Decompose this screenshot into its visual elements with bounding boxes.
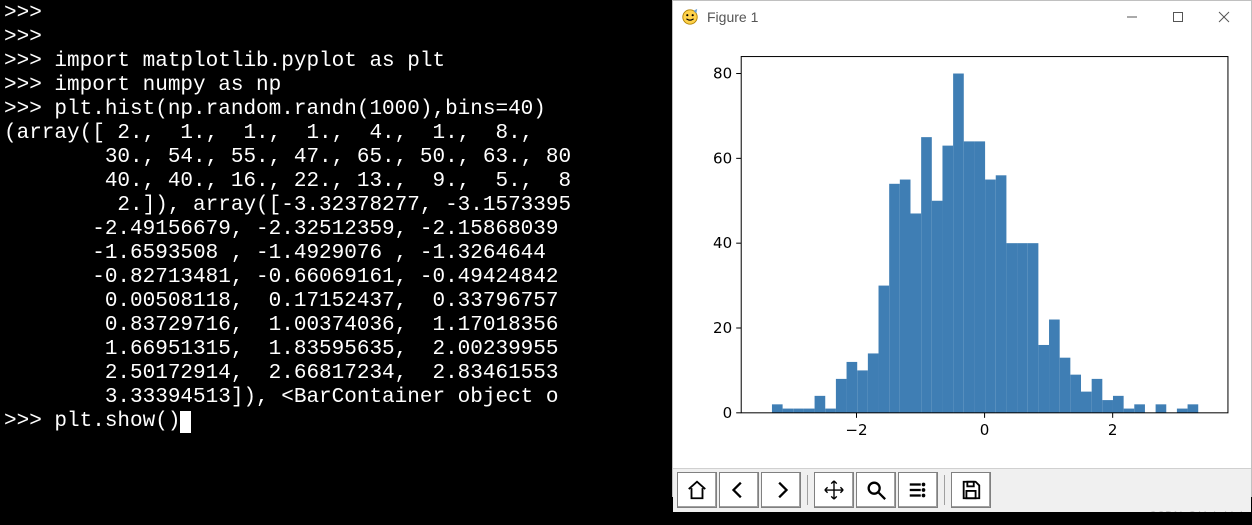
titlebar[interactable]: Figure 1 xyxy=(673,1,1251,33)
window-title: Figure 1 xyxy=(707,9,758,25)
svg-text:80: 80 xyxy=(713,65,732,83)
toolbar-separator xyxy=(944,475,945,505)
back-button[interactable] xyxy=(719,472,759,508)
svg-text:0: 0 xyxy=(723,404,733,422)
save-button[interactable] xyxy=(951,472,991,508)
toolbar-separator xyxy=(807,475,808,505)
svg-text:60: 60 xyxy=(713,149,732,167)
matplotlib-toolbar xyxy=(673,468,1251,512)
svg-text:0: 0 xyxy=(980,421,990,439)
svg-text:2: 2 xyxy=(1108,421,1118,439)
forward-button[interactable] xyxy=(761,472,801,508)
svg-text:40: 40 xyxy=(713,234,732,252)
figure-window: Figure 1 0 20 40 60 80 −2 0 2 xyxy=(672,0,1252,497)
svg-text:−2: −2 xyxy=(845,421,867,439)
pan-button[interactable] xyxy=(814,472,854,508)
plot-area[interactable]: 0 20 40 60 80 −2 0 2 xyxy=(673,33,1251,468)
maximize-button[interactable] xyxy=(1155,1,1201,33)
svg-text:20: 20 xyxy=(713,319,732,337)
cursor xyxy=(180,411,191,433)
subplots-button[interactable] xyxy=(898,472,938,508)
close-button[interactable] xyxy=(1201,1,1247,33)
home-button[interactable] xyxy=(677,472,717,508)
app-icon xyxy=(681,8,699,26)
histogram-chart: 0 20 40 60 80 −2 0 2 xyxy=(681,39,1243,466)
minimize-button[interactable] xyxy=(1109,1,1155,33)
zoom-button[interactable] xyxy=(856,472,896,508)
